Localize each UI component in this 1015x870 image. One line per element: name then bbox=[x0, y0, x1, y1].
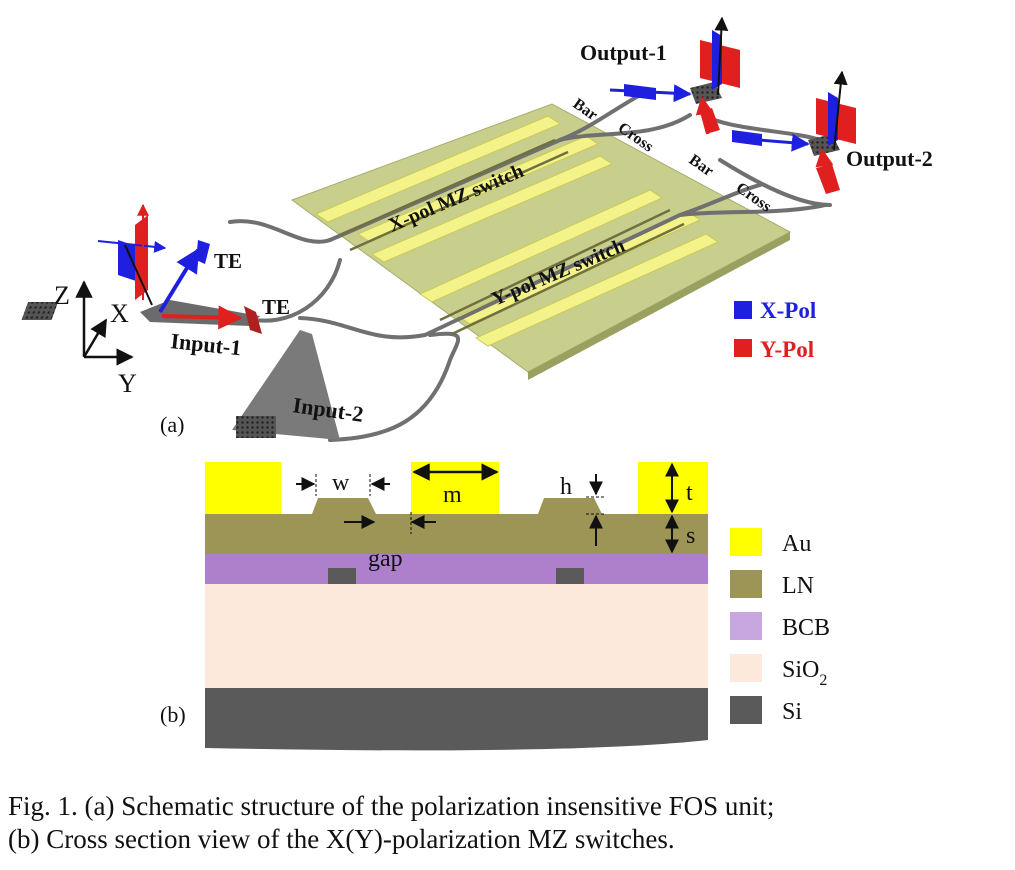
bar-label-2: Bar bbox=[686, 151, 717, 180]
ln-ridge-2 bbox=[538, 498, 602, 514]
layer-si bbox=[205, 688, 708, 751]
input-y-pol-plane bbox=[135, 215, 148, 300]
dim-t-label: t bbox=[686, 480, 693, 506]
ln-ridge-1 bbox=[312, 498, 376, 514]
legend-x-pol-label: X-Pol bbox=[760, 298, 816, 323]
legend-au-label: Au bbox=[782, 531, 811, 557]
caption-line-2: (b) Cross section view of the X(Y)-polar… bbox=[8, 824, 675, 854]
dim-s-label: s bbox=[686, 523, 695, 549]
legend-si-swatch bbox=[730, 696, 762, 724]
layer-sio2 bbox=[205, 584, 708, 688]
legend-bcb-label: BCB bbox=[782, 615, 830, 641]
legend-ln-label: LN bbox=[782, 573, 814, 599]
figure-canvas: Z X Y TE TE Input-1 Input-2 (a) X-pol MZ… bbox=[21, 16, 933, 751]
input-1-coupler bbox=[140, 300, 260, 326]
axis-y-label: Y bbox=[118, 369, 137, 398]
output-1-label: Output-1 bbox=[580, 40, 667, 65]
electrodes-y-switch bbox=[418, 189, 720, 347]
panel-b-tag: (b) bbox=[160, 702, 186, 727]
axis-z-label: Z bbox=[54, 281, 70, 310]
te-label-1: TE bbox=[214, 249, 242, 273]
si-waveguide-1 bbox=[328, 568, 356, 584]
chip-substrate-edge bbox=[528, 232, 790, 380]
legend-ln-swatch bbox=[730, 570, 762, 598]
panel-b: w m gap h t s (b) Au LN BCB SiO2 S bbox=[160, 462, 830, 751]
dim-h-label: h bbox=[560, 474, 572, 500]
caption-line-1: Fig. 1. (a) Schematic structure of the p… bbox=[8, 791, 775, 821]
legend-y-pol-swatch bbox=[734, 339, 752, 357]
legend-au-swatch bbox=[730, 528, 762, 556]
legend-sio2-label: SiO2 bbox=[782, 657, 827, 689]
te-label-2: TE bbox=[262, 295, 290, 319]
legend-bcb-swatch bbox=[730, 612, 762, 640]
legend-x-pol-swatch bbox=[734, 301, 752, 319]
input-2-coupler bbox=[232, 330, 340, 440]
legend-y-pol-label: Y-Pol bbox=[760, 337, 814, 362]
legend-sio2-swatch bbox=[730, 654, 762, 682]
axis-x-label: X bbox=[110, 299, 129, 328]
legend-si-label: Si bbox=[782, 699, 802, 725]
figure-caption: Fig. 1. (a) Schematic structure of the p… bbox=[8, 790, 1008, 856]
si-waveguide-2 bbox=[556, 568, 584, 584]
au-electrode-1 bbox=[205, 462, 281, 514]
dim-w-label: w bbox=[332, 470, 350, 496]
input-1-label: Input-1 bbox=[169, 328, 242, 360]
electrodes-x-switch bbox=[314, 115, 614, 263]
panel-a: Z X Y TE TE Input-1 Input-2 (a) X-pol MZ… bbox=[21, 16, 933, 442]
panel-a-tag: (a) bbox=[160, 412, 184, 437]
layer-bcb bbox=[205, 554, 708, 584]
dim-m-label: m bbox=[443, 482, 462, 508]
output-2-label: Output-2 bbox=[846, 146, 933, 171]
layer-ln bbox=[205, 514, 708, 554]
dim-gap-label: gap bbox=[368, 546, 403, 572]
